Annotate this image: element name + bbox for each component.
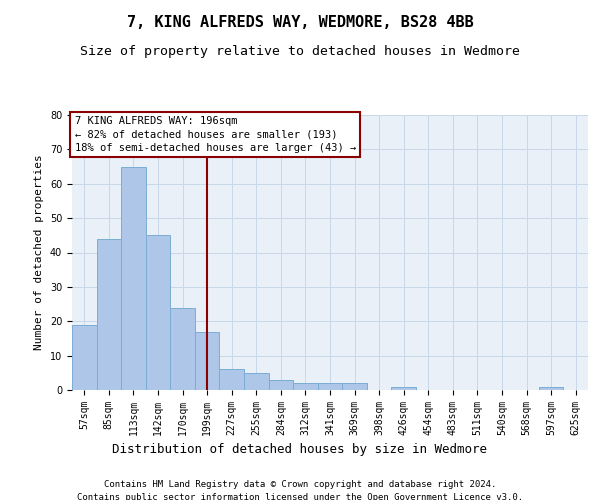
- Text: 7 KING ALFREDS WAY: 196sqm
← 82% of detached houses are smaller (193)
18% of sem: 7 KING ALFREDS WAY: 196sqm ← 82% of deta…: [74, 116, 356, 153]
- Y-axis label: Number of detached properties: Number of detached properties: [34, 154, 44, 350]
- Bar: [269, 380, 293, 390]
- Bar: [539, 386, 563, 390]
- Bar: [244, 373, 269, 390]
- Text: 7, KING ALFREDS WAY, WEDMORE, BS28 4BB: 7, KING ALFREDS WAY, WEDMORE, BS28 4BB: [127, 15, 473, 30]
- Bar: [318, 383, 342, 390]
- Bar: [195, 332, 220, 390]
- Text: Contains public sector information licensed under the Open Government Licence v3: Contains public sector information licen…: [77, 492, 523, 500]
- Bar: [146, 236, 170, 390]
- Text: Size of property relative to detached houses in Wedmore: Size of property relative to detached ho…: [80, 45, 520, 58]
- Bar: [97, 239, 121, 390]
- Bar: [121, 166, 146, 390]
- Bar: [342, 383, 367, 390]
- Bar: [220, 370, 244, 390]
- Bar: [72, 324, 97, 390]
- Text: Contains HM Land Registry data © Crown copyright and database right 2024.: Contains HM Land Registry data © Crown c…: [104, 480, 496, 489]
- Bar: [170, 308, 195, 390]
- Text: Distribution of detached houses by size in Wedmore: Distribution of detached houses by size …: [113, 442, 487, 456]
- Bar: [391, 386, 416, 390]
- Bar: [293, 383, 318, 390]
